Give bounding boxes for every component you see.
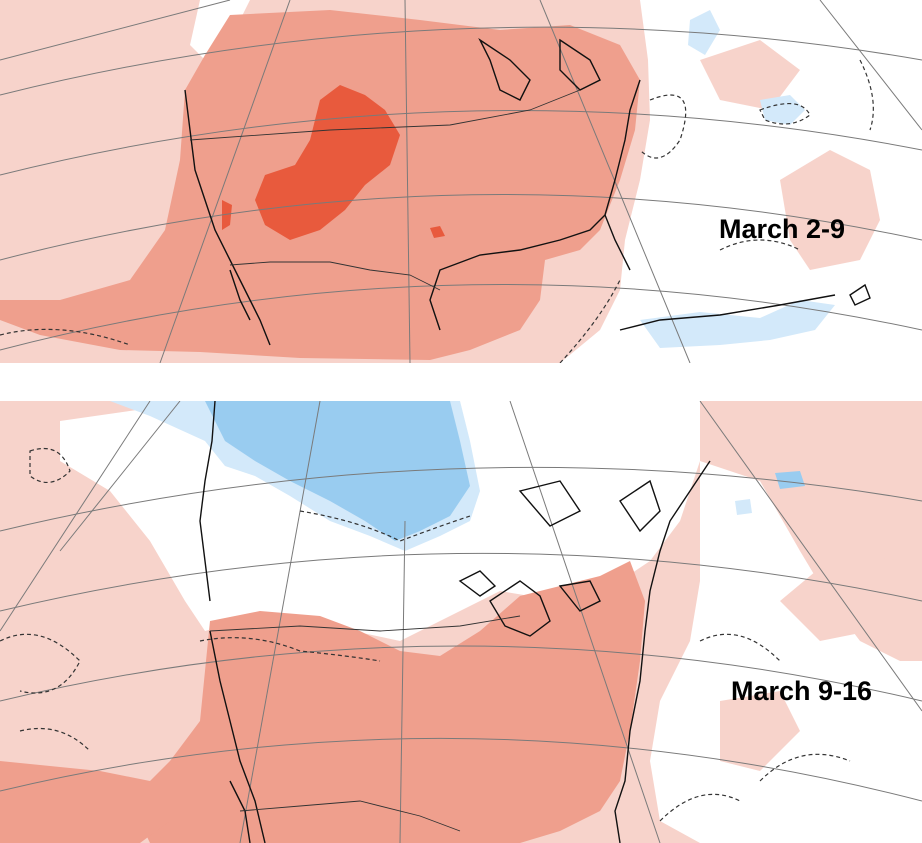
map-panel-march-9-16 — [0, 401, 922, 843]
cool-patch-north-atlantic — [688, 10, 720, 55]
cool-patch-east-bottom-2 — [735, 499, 752, 515]
light-warm-patch-atlantic — [780, 150, 880, 270]
medium-cool-region-canada — [205, 401, 470, 541]
period-label-top: March 2-9 — [719, 214, 846, 244]
neutral-region-atlantic-bottom — [650, 461, 922, 843]
panel-separator — [0, 363, 922, 401]
light-warm-patch-atlantic-2 — [700, 40, 800, 110]
graticule-bottom — [0, 401, 922, 843]
neutral-region-atlantic — [560, 0, 922, 363]
medium-warm-region-us — [130, 561, 645, 843]
dashed-contours-bottom — [0, 447, 851, 822]
coastlines-bottom — [199, 401, 711, 843]
light-warm-patch-atlantic-bottom-2 — [720, 691, 800, 771]
map-panel-march-2-9 — [0, 0, 922, 363]
strong-warm-spot — [222, 200, 232, 230]
cool-patch-east-atlantic — [760, 95, 805, 125]
anomaly-map-top — [0, 0, 922, 363]
light-warm-patch-atlantic-bottom — [780, 551, 922, 641]
strong-warm-spot-2 — [430, 226, 445, 238]
coastlines-top — [184, 37, 871, 346]
graticule-top — [0, 0, 922, 363]
strong-warm-core-rockies — [255, 85, 400, 240]
cool-patch-caribbean — [640, 300, 835, 348]
dashed-contours-top — [0, 59, 874, 363]
cool-patch-east-bottom — [775, 471, 805, 489]
anomaly-map-bottom — [0, 401, 922, 843]
period-label-bottom: March 9-16 — [731, 676, 873, 706]
